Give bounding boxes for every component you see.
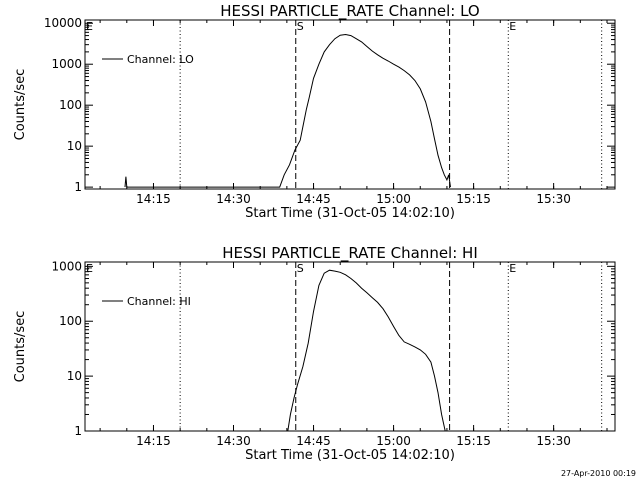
chart-title: HESSI PARTICLE_RATE Channel: LO [220,2,479,21]
y-tick-label: 10 [67,139,82,153]
panel-hi: HESSI PARTICLE_RATE Channel: HI E S E 14:15 1… [13,244,616,463]
event-marker-label: S [297,20,304,33]
x-tick-label: 15:15 [456,192,491,206]
plot-frame [84,19,616,190]
x-tick-label: 14:30 [216,434,251,448]
plot-frame [84,261,616,432]
x-tick-label: 15:30 [536,192,571,206]
x-axis-label: Start Time (31-Oct-05 14:02:10) [245,448,455,463]
x-tick-label: 14:30 [216,192,251,206]
event-marker-label: S [297,262,304,275]
legend-label: Channel: LO [127,53,194,66]
chart-title: HESSI PARTICLE_RATE Channel: HI [222,244,478,263]
event-marker-label: E [86,20,93,33]
x-tick-label: 15:15 [456,434,491,448]
y-axis-label: Counts/sec [13,311,28,383]
x-tick-label: 14:45 [296,434,331,448]
event-marker-label: E [509,262,516,275]
x-tick-label: 15:30 [536,434,571,448]
y-tick-label: 1 [74,180,82,194]
x-tick-label: 15:00 [376,192,411,206]
x-tick-label: 14:45 [296,192,331,206]
x-tick-label: 14:15 [136,434,171,448]
y-tick-label: 100 [59,98,82,112]
y-tick-label: 10000 [44,16,82,30]
panel-lo: HESSI PARTICLE_RATE Channel: LO E S E 14:15 1… [13,2,616,221]
x-tick-label: 14:15 [136,192,171,206]
y-tick-label: 1000 [51,57,82,71]
series-line [287,269,446,432]
legend-label: Channel: HI [127,295,191,308]
y-tick-label: 10 [67,369,82,383]
y-tick-label: 1000 [51,259,82,273]
x-axis-label: Start Time (31-Oct-05 14:02:10) [245,206,455,221]
series-line [124,33,451,188]
footer-timestamp: 27-Apr-2010 00:19 [560,469,636,478]
y-axis-label: Counts/sec [13,69,28,141]
event-marker-label: E [509,20,516,33]
y-tick-label: 100 [59,314,82,328]
y-tick-label: 1 [74,424,82,438]
event-marker-label: E [86,262,93,275]
x-tick-label: 15:00 [376,434,411,448]
